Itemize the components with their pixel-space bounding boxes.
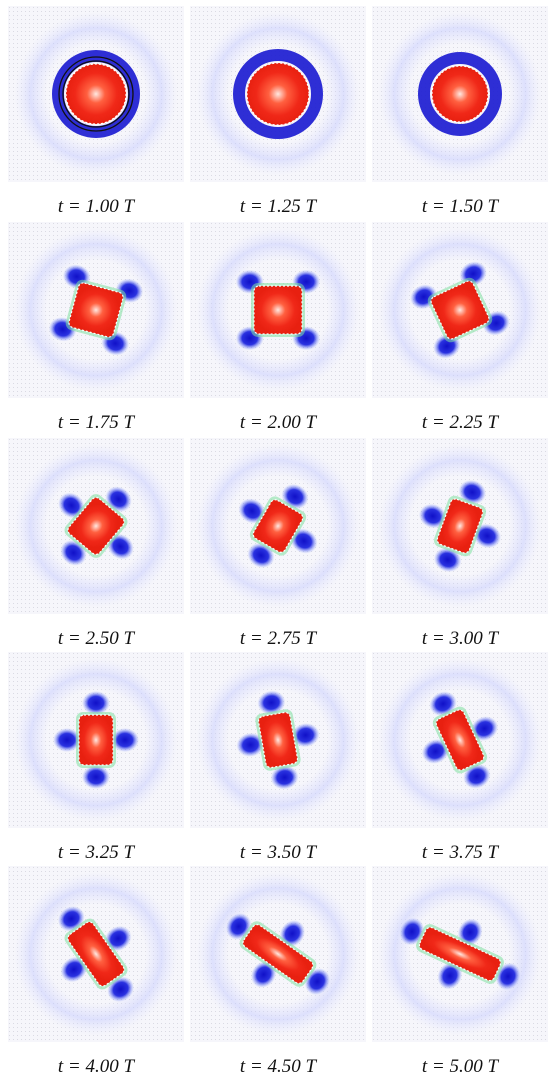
caption: t = 2.50 T	[8, 628, 184, 650]
caption: t = 4.50 T	[190, 1056, 366, 1078]
caption: t = 2.25 T	[372, 412, 548, 434]
panel: t = 3.00 T	[372, 438, 548, 650]
field-image	[8, 652, 184, 828]
core	[79, 715, 113, 765]
panel: t = 3.25 T	[8, 652, 184, 864]
field-image	[8, 866, 184, 1042]
field-image	[190, 438, 366, 614]
caption: t = 2.75 T	[190, 628, 366, 650]
field-image	[190, 652, 366, 828]
field-image	[190, 222, 366, 398]
caption: t = 1.75 T	[8, 412, 184, 434]
pattern	[58, 56, 134, 132]
core	[254, 286, 302, 334]
figure: t = 1.00 T t = 1.25 T t = 1.50 T t = 1.75 T…	[0, 0, 548, 1080]
pattern	[424, 58, 496, 130]
panel: t = 2.25 T	[372, 222, 548, 434]
field-image	[372, 652, 548, 828]
blue-lobe	[82, 691, 110, 715]
caption: t = 3.50 T	[190, 842, 366, 864]
field-image	[190, 6, 366, 182]
blue-lobe	[82, 765, 110, 789]
panel: t = 2.75 T	[190, 438, 366, 650]
caption: t = 4.00 T	[8, 1056, 184, 1078]
field-image	[372, 6, 548, 182]
field-image	[372, 222, 548, 398]
caption: t = 3.25 T	[8, 842, 184, 864]
field-image	[372, 866, 548, 1042]
panel: t = 4.50 T	[190, 866, 366, 1078]
field-image	[8, 6, 184, 182]
panel: t = 3.50 T	[190, 652, 366, 864]
panel: t = 4.00 T	[8, 866, 184, 1078]
panel: t = 2.50 T	[8, 438, 184, 650]
panel: t = 1.25 T	[190, 6, 366, 218]
field-image	[8, 222, 184, 398]
panel: t = 5.00 T	[372, 866, 548, 1078]
panel: t = 1.50 T	[372, 6, 548, 218]
caption: t = 1.50 T	[372, 196, 548, 218]
field-image	[8, 438, 184, 614]
pattern	[239, 55, 317, 133]
panel: t = 3.75 T	[372, 652, 548, 864]
caption: t = 3.00 T	[372, 628, 548, 650]
field-image	[372, 438, 548, 614]
caption: t = 1.25 T	[190, 196, 366, 218]
caption: t = 3.75 T	[372, 842, 548, 864]
panel: t = 1.75 T	[8, 222, 184, 434]
caption: t = 1.00 T	[8, 196, 184, 218]
panel: t = 1.00 T	[8, 6, 184, 218]
caption: t = 5.00 T	[372, 1056, 548, 1078]
panel: t = 2.00 T	[190, 222, 366, 434]
caption: t = 2.00 T	[190, 412, 366, 434]
field-image	[190, 866, 366, 1042]
